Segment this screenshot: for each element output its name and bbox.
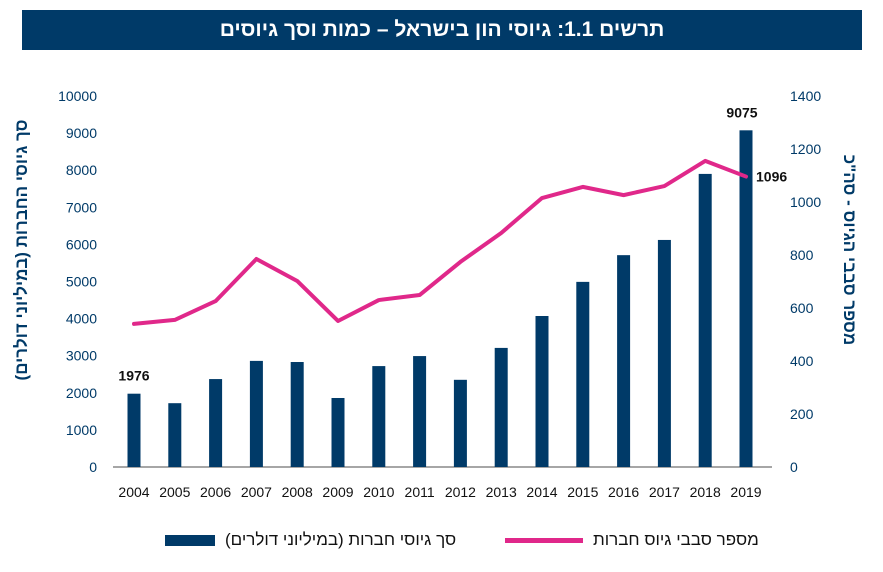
line-series <box>132 158 748 326</box>
y-left-tick-label: 1000 <box>66 422 97 438</box>
y-left-tick-label: 3000 <box>66 348 97 364</box>
data-label: 1096 <box>756 169 787 185</box>
y-right-tick-label: 1200 <box>790 141 821 157</box>
bar <box>127 393 141 467</box>
x-tick-label: 2012 <box>445 484 476 500</box>
x-tick-label: 2011 <box>405 484 435 500</box>
bar <box>413 356 427 467</box>
x-tick-label: 2005 <box>159 484 190 500</box>
x-tick-label: 2014 <box>526 484 557 500</box>
chart-title: תרשים 1.1: גיוסי הון בישראל – כמות וסך ג… <box>22 10 862 50</box>
bar <box>698 173 712 467</box>
bar <box>249 360 263 467</box>
y-right-tick-label: 1400 <box>790 88 821 104</box>
x-tick-label: 2008 <box>282 484 313 500</box>
y-left-tick-label: 0 <box>89 459 97 475</box>
bar <box>168 403 182 467</box>
legend-bar: סך גיוסי חברות (במיליוני דולרים) <box>165 530 456 550</box>
x-tick-label: 2007 <box>241 484 272 500</box>
y-axis-left-label: סך גיוסי החברות (במיליוני דולרים) <box>12 119 31 381</box>
y-left-tick-label: 5000 <box>66 274 97 290</box>
bar <box>209 379 223 467</box>
y-left-tick-label: 8000 <box>66 162 97 178</box>
y-left-tick-label: 9000 <box>66 125 97 141</box>
y-right-tick-label: 200 <box>790 406 814 422</box>
legend-line: מספר סבבי גיוס חברות <box>505 530 759 550</box>
y-left-tick-label: 6000 <box>66 236 97 252</box>
x-tick-label: 2015 <box>567 484 598 500</box>
y-right-tick-label: 800 <box>790 247 814 263</box>
y-axis-right-label: מספר סבבי הגיוס - סה"כ <box>840 154 859 346</box>
bar <box>657 239 671 467</box>
bar <box>494 347 508 467</box>
legend-line-swatch <box>505 537 583 543</box>
data-label: 1976 <box>118 368 149 384</box>
y-right-tick-label: 600 <box>790 300 814 316</box>
y-left-tick-label: 4000 <box>66 311 97 327</box>
y-right-tick-label: 0 <box>790 459 798 475</box>
y-left-tick-label: 2000 <box>66 385 97 401</box>
legend-bar-label: סך גיוסי חברות (במיליוני דולרים) <box>225 530 457 549</box>
y-right-tick-label: 400 <box>790 353 814 369</box>
bar <box>290 362 304 467</box>
x-tick-label: 2010 <box>363 484 394 500</box>
bar <box>576 281 590 467</box>
y-right-tick-label: 1000 <box>790 194 821 210</box>
x-tick-label: 2013 <box>486 484 517 500</box>
bar <box>617 255 631 467</box>
x-tick-label: 2017 <box>649 484 680 500</box>
bar <box>331 397 345 467</box>
x-tick-label: 2009 <box>322 484 353 500</box>
x-tick-label: 2004 <box>118 484 149 500</box>
legend-bar-swatch <box>165 534 215 546</box>
x-tick-label: 2019 <box>730 484 761 500</box>
legend-line-label: מספר סבבי גיוס חברות <box>593 530 759 549</box>
y-left-tick-label: 10000 <box>58 88 97 104</box>
x-tick-label: 2018 <box>690 484 721 500</box>
bar <box>453 379 467 467</box>
y-left-tick-label: 7000 <box>66 199 97 215</box>
x-tick-label: 2006 <box>200 484 231 500</box>
bar <box>535 316 549 467</box>
data-label: 9075 <box>726 104 757 120</box>
bar <box>372 366 386 467</box>
bar <box>739 130 753 467</box>
x-tick-label: 2016 <box>608 484 639 500</box>
